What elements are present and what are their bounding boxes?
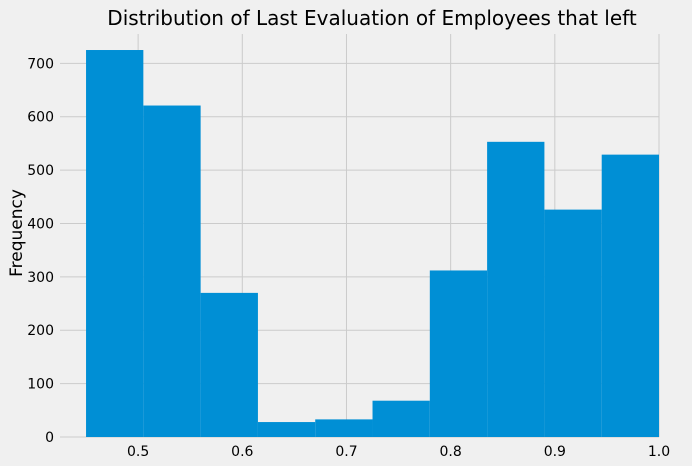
histogram-bar-7: [429, 270, 488, 437]
x-tick-label: 0.5: [127, 444, 149, 460]
x-axis-ticks: 0.5 0.6 0.7 0.8 0.9 1.0: [127, 444, 670, 460]
chart-title: Distribution of Last Evaluation of Emplo…: [107, 6, 637, 30]
histogram-bar-5: [315, 419, 373, 437]
y-tick-label: 0: [45, 430, 54, 446]
x-tick-label: 0.9: [544, 444, 566, 460]
histogram-bar-4: [257, 422, 316, 437]
y-tick-label: 700: [27, 56, 54, 72]
histogram-bar-10: [601, 154, 659, 437]
histogram-bar-3: [200, 292, 258, 437]
histogram-bars: [86, 50, 659, 438]
y-tick-label: 200: [27, 323, 54, 339]
x-tick-label: 0.6: [231, 444, 253, 460]
y-tick-label: 100: [27, 377, 54, 393]
histogram-bar-6: [372, 400, 430, 437]
y-tick-label: 500: [27, 163, 54, 179]
histogram-bar-2: [143, 105, 201, 438]
y-axis-ticks: 0 100 200 300 400 500 600 700: [27, 56, 54, 446]
y-tick-label: 400: [27, 216, 54, 232]
histogram-bar-9: [544, 209, 602, 437]
y-axis-label: Frequency: [7, 189, 27, 277]
x-tick-label: 1.0: [648, 444, 670, 460]
histogram-bar-1: [86, 50, 144, 437]
histogram-bar-8: [487, 141, 545, 437]
y-tick-label: 600: [27, 110, 54, 126]
x-tick-label: 0.8: [440, 444, 462, 460]
y-tick-label: 300: [27, 270, 54, 286]
x-tick-label: 0.7: [335, 444, 357, 460]
